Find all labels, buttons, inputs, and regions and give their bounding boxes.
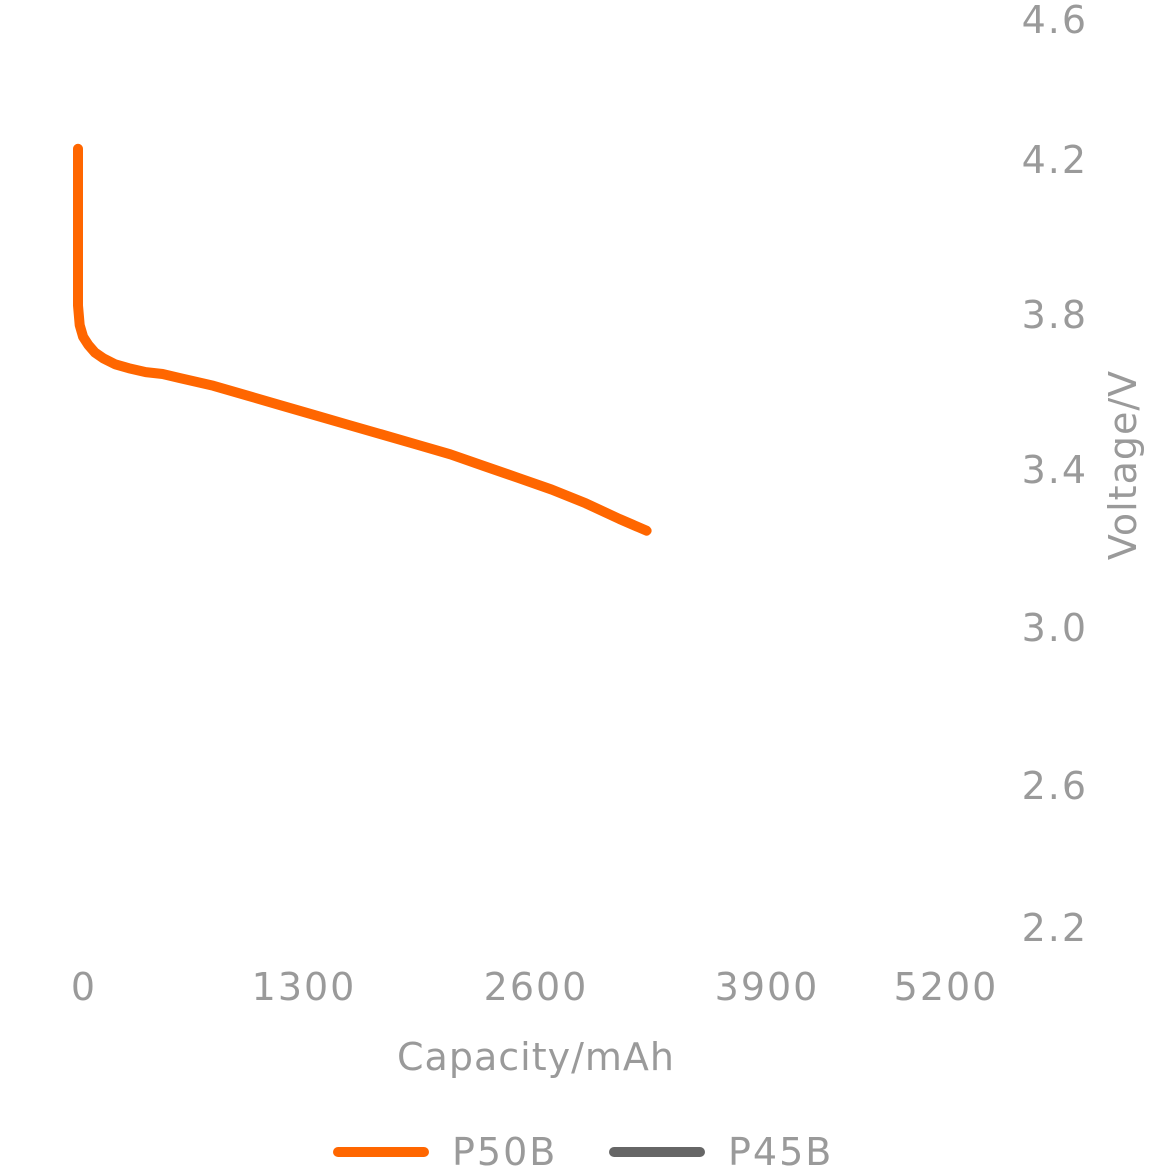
x-tick-label: 2600 xyxy=(484,965,589,1009)
x-tick-label: 0 xyxy=(71,965,97,1009)
x-tick-label: 5200 xyxy=(894,965,999,1009)
y-tick-label: 3.8 xyxy=(1022,293,1088,337)
series-layer xyxy=(73,143,652,536)
series-line-p50b xyxy=(73,143,652,536)
y-axis-ticks: 4.6 4.2 3.8 3.4 3.0 2.6 2.2 xyxy=(1022,0,1088,950)
y-tick-label: 3.0 xyxy=(1022,606,1088,650)
legend-label-p50b: P50B xyxy=(452,1130,557,1170)
y-tick-label: 4.2 xyxy=(1022,138,1088,182)
x-axis-title: Capacity/mAh xyxy=(397,1035,675,1079)
y-tick-label: 2.6 xyxy=(1022,764,1088,808)
y-tick-label: 4.6 xyxy=(1022,0,1088,42)
x-axis-ticks: 0 1300 2600 3900 5200 xyxy=(71,965,999,1009)
x-tick-label: 1300 xyxy=(252,965,357,1009)
y-axis-title: Voltage/V xyxy=(1101,370,1145,560)
y-tick-label: 2.2 xyxy=(1022,906,1088,950)
x-tick-label: 3900 xyxy=(715,965,820,1009)
legend: P50B P45B xyxy=(333,1130,833,1170)
legend-label-p45b: P45B xyxy=(728,1130,833,1170)
y-tick-label: 3.4 xyxy=(1022,448,1088,492)
